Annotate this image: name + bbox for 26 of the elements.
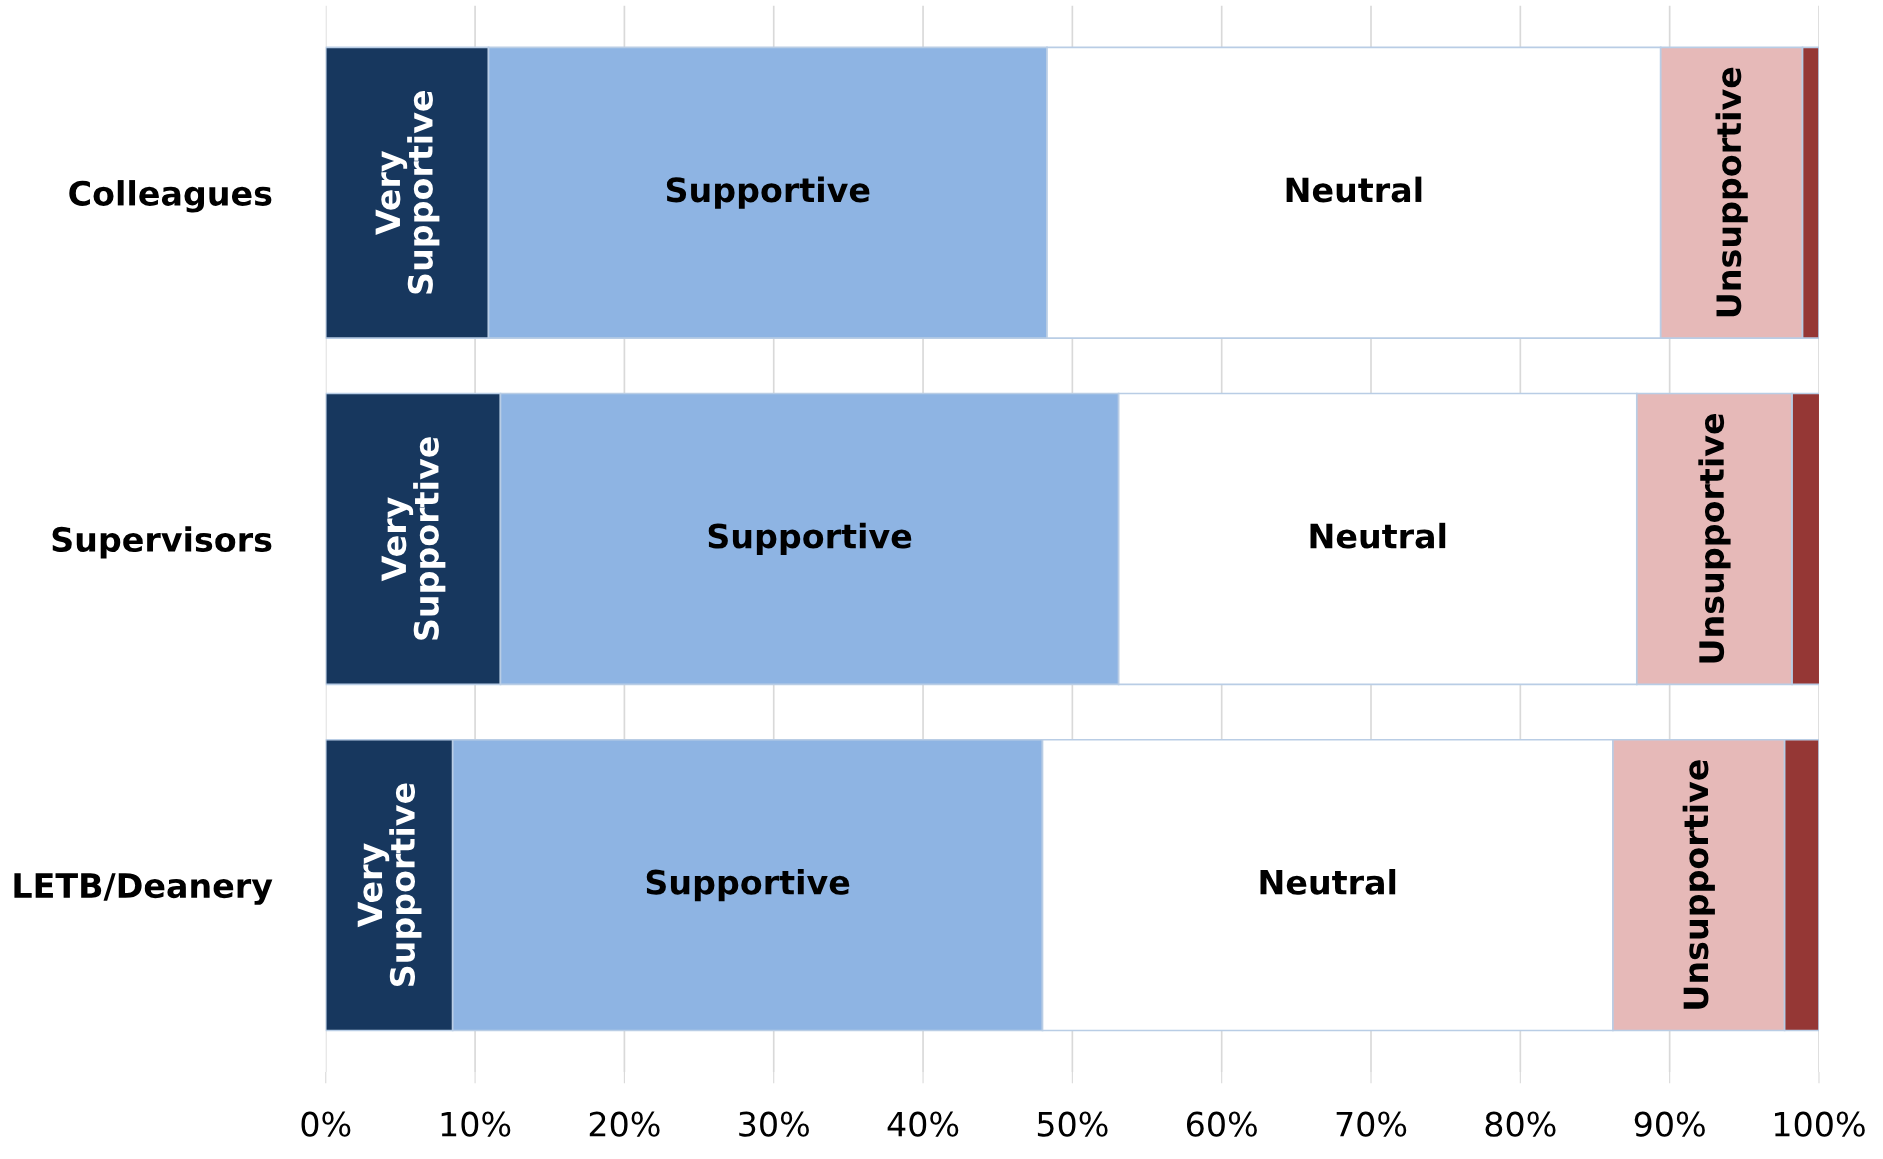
y-tick-label: LETB/Deanery [14,873,273,905]
x-tick-label: 60% [1186,1111,1257,1137]
text: Unsupportive [1698,413,1731,663]
x-tick-label: 0% [301,1111,351,1137]
text: Supportive [708,522,912,556]
x-tick-label: 20% [589,1111,660,1137]
y-tick-label: Colleagues [69,180,272,213]
x-tick-label: 10% [441,1111,511,1137]
text: Very Supportive [375,91,440,294]
x-tick-label: 90% [1634,1111,1705,1137]
x-tick-label: 40% [887,1111,959,1137]
series-label: Neutral [1310,522,1446,549]
x-tick-label: 50% [1037,1111,1108,1137]
text: Supportive [646,869,850,902]
text: Neutral [1286,176,1422,203]
series-label: Supportive [666,176,870,209]
x-tick-label: 80% [1485,1111,1556,1137]
text: Neutral [1260,869,1396,895]
x-tick-label: 100% [1774,1111,1865,1137]
text: Very Supportive [381,437,446,640]
text: Unsupportive [1715,67,1748,317]
y-tick-label: Supervisors [52,526,272,559]
x-tick-label: 30% [739,1111,809,1137]
series-label: Very Supportive [357,783,422,986]
x-tick-label: 70% [1336,1111,1407,1137]
series-label: Unsupportive [1682,760,1715,1009]
